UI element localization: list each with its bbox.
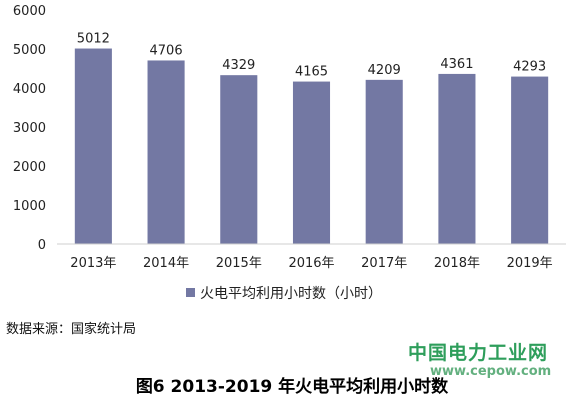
y-axis: 0 1000 2000 3000 4000 5000 6000	[13, 4, 46, 253]
legend-label: 火电平均利用小时数（小时）	[200, 286, 382, 302]
bar	[147, 60, 185, 244]
watermark-url: www.cepow.com	[430, 364, 552, 379]
x-tick-label: 2019年	[507, 256, 553, 271]
bar-value-label: 4209	[368, 63, 401, 78]
y-tick-label: 4000	[13, 82, 46, 97]
y-tick-label: 0	[38, 238, 46, 253]
bar	[74, 48, 112, 245]
bar	[220, 75, 258, 244]
bar	[438, 73, 476, 245]
bar-value-label: 4293	[513, 60, 546, 75]
x-axis: 2013年 2014年 2015年 2016年 2017年 2018年 2019年	[57, 243, 566, 271]
bar-value-label: 4361	[440, 57, 473, 72]
bar-chart: 0 1000 2000 3000 4000 5000 6000 5012 4706 4329 41…	[13, 4, 566, 302]
watermark-title: 中国电力工业网	[408, 342, 549, 364]
legend: 火电平均利用小时数（小时）	[186, 286, 382, 302]
data-source-note: 数据来源：国家统计局	[6, 322, 137, 337]
bar	[365, 79, 403, 244]
bar	[292, 81, 331, 244]
x-tick-label: 2013年	[70, 256, 116, 271]
bar-value-label: 4706	[150, 43, 183, 58]
bars: 5012 4706 4329 4165 4209 4361 4293	[74, 32, 549, 245]
bar-value-label: 4165	[295, 65, 328, 80]
y-tick-label: 6000	[13, 4, 46, 19]
x-tick-label: 2014年	[143, 256, 189, 271]
y-tick-label: 3000	[13, 121, 46, 136]
y-tick-label: 2000	[13, 160, 46, 175]
x-tick-label: 2017年	[361, 256, 407, 271]
figure-caption: 图6 2013-2019 年火电平均利用小时数	[135, 377, 449, 397]
bar	[511, 76, 549, 244]
x-tick-label: 2018年	[434, 256, 480, 271]
y-tick-label: 1000	[13, 199, 46, 214]
bar-value-label: 4329	[222, 58, 255, 73]
x-tick-label: 2016年	[288, 256, 334, 271]
y-tick-label: 5000	[13, 43, 46, 58]
x-tick-label: 2015年	[216, 256, 262, 271]
legend-swatch	[186, 288, 195, 297]
bar-value-label: 5012	[77, 32, 110, 47]
